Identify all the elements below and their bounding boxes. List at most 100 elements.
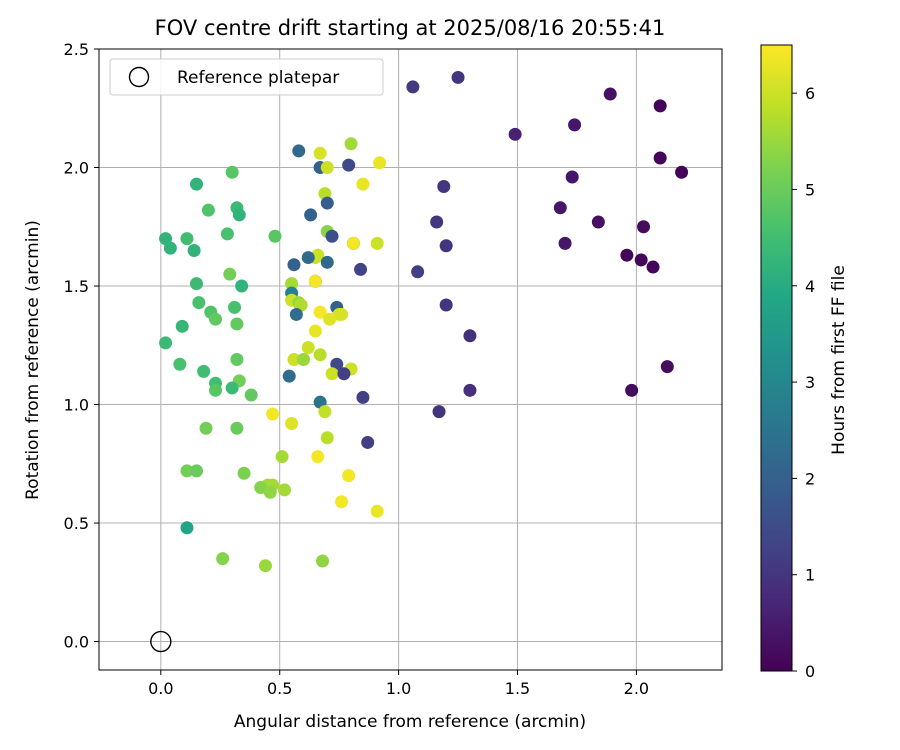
scatter-point (373, 156, 387, 170)
scatter-point (225, 381, 239, 395)
scatter-point (285, 277, 299, 291)
scatter-point (660, 360, 674, 374)
scatter-point (335, 495, 349, 509)
scatter-point (189, 277, 203, 291)
scatter-point (439, 239, 453, 253)
plot-frame (98, 48, 723, 671)
scatter-point (335, 307, 349, 321)
scatter-point (230, 317, 244, 331)
x-axis-label: Angular distance from reference (arcmin) (234, 712, 586, 732)
colorbar-tick-label: 4 (805, 277, 815, 296)
scatter-point (432, 405, 446, 419)
scatter-points (159, 70, 689, 573)
scatter-point (244, 388, 258, 402)
legend: Reference platepar (109, 58, 384, 96)
scatter-point (675, 165, 689, 179)
scatter-point (287, 258, 301, 272)
scatter-point (320, 431, 334, 445)
scatter-point (266, 407, 280, 421)
scatter-point (301, 251, 315, 265)
scatter-point (301, 341, 315, 355)
scatter-point (337, 367, 351, 381)
scatter-point (603, 87, 617, 101)
y-tick-label: 1.0 (64, 396, 89, 415)
scatter-point (344, 137, 358, 151)
scatter-point (411, 265, 425, 279)
scatter-point (282, 369, 296, 383)
scatter-point (342, 158, 356, 172)
scatter-point (320, 255, 334, 269)
colorbar-tick-label: 6 (805, 84, 815, 103)
scatter-point (173, 357, 187, 371)
scatter-point (553, 201, 567, 215)
scatter-point (201, 203, 215, 217)
scatter-point (653, 151, 667, 165)
y-tick-label: 0.5 (64, 514, 89, 533)
scatter-point (463, 383, 477, 397)
scatter-point (325, 229, 339, 243)
scatter-point (268, 229, 282, 243)
scatter-point (625, 383, 639, 397)
scatter-point (591, 215, 605, 229)
y-tick-label: 0.0 (64, 633, 89, 652)
scatter-point (197, 364, 211, 378)
x-tick-label: 0.5 (267, 679, 292, 698)
colorbar-tick-label: 1 (805, 566, 815, 585)
scatter-point (354, 262, 368, 276)
scatter-point (646, 260, 660, 274)
scatter-point (361, 435, 375, 449)
scatter-point (180, 521, 194, 535)
scatter-point (342, 469, 356, 483)
scatter-point (508, 127, 522, 141)
scatter-point (565, 170, 579, 184)
scatter-point (304, 208, 318, 222)
scatter-point (175, 319, 189, 333)
y-axis-ticks: 0.0 0.5 1.0 1.5 2.0 2.5 (64, 40, 99, 652)
colorbar-tick-label: 3 (805, 373, 815, 392)
scatter-point (620, 248, 634, 262)
scatter-point (199, 421, 213, 435)
grid-lines (99, 48, 722, 670)
scatter-point (289, 307, 303, 321)
colorbar: 0 1 2 3 4 5 6 Hours from first FF file (760, 44, 849, 681)
scatter-point (346, 236, 360, 250)
scatter-point (430, 215, 444, 229)
scatter-point (180, 464, 194, 478)
scatter-point (225, 165, 239, 179)
colorbar-tick-label: 0 (805, 662, 815, 681)
scatter-point (325, 367, 339, 381)
colorbar-ticks: 0 1 2 3 4 5 6 (792, 84, 815, 681)
scatter-point (187, 243, 201, 257)
scatter-point (292, 144, 306, 158)
scatter-point (275, 450, 289, 464)
scatter-point (237, 466, 251, 480)
scatter-point (223, 267, 237, 281)
scatter-point (235, 279, 249, 293)
scatter-point (320, 161, 334, 175)
scatter-point (308, 274, 322, 288)
scatter-point (263, 485, 277, 499)
scatter-point (216, 552, 230, 566)
x-axis-ticks: 0.0 0.5 1.0 1.5 2.0 (148, 670, 649, 698)
scatter-point (634, 253, 648, 267)
scatter-point (232, 208, 246, 222)
scatter-point (653, 99, 667, 113)
legend-entry-reference: Reference platepar (177, 68, 339, 88)
scatter-point (189, 177, 203, 191)
scatter-point (220, 227, 234, 241)
legend-reference-marker (128, 66, 150, 88)
scatter-point (180, 232, 194, 246)
scatter-point (209, 383, 223, 397)
y-tick-label: 2.0 (64, 159, 89, 178)
y-tick-label: 1.5 (64, 277, 89, 296)
scatter-point (323, 312, 337, 326)
scatter-point (568, 118, 582, 132)
scatter-point (558, 236, 572, 250)
x-tick-label: 1.0 (386, 679, 411, 698)
colorbar-tick-label: 5 (805, 180, 815, 199)
scatter-point (296, 353, 310, 366)
scatter-point (258, 559, 272, 573)
scatter-point (159, 336, 173, 350)
scatter-point (192, 296, 206, 310)
